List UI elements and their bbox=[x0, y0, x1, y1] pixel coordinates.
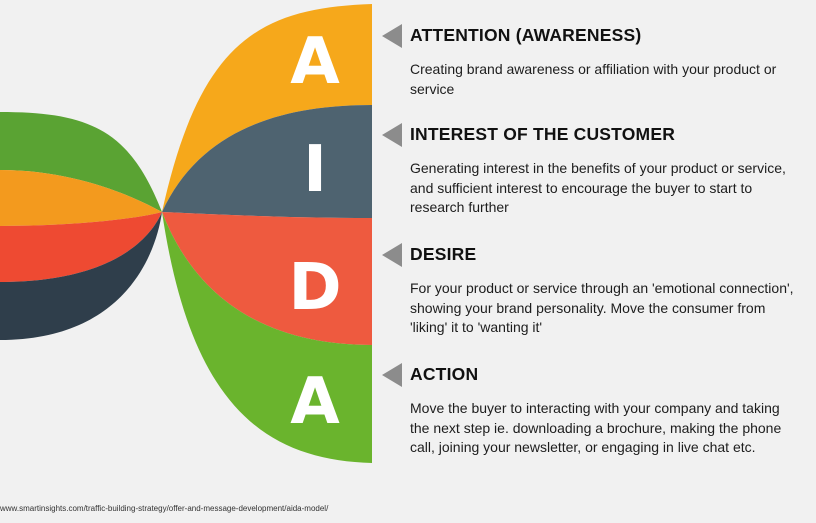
aida-funnel-diagram: A I D A bbox=[0, 4, 372, 463]
left-band-orange bbox=[0, 170, 162, 226]
left-band-dark bbox=[0, 212, 162, 340]
pointer-arrow-icon bbox=[382, 24, 402, 48]
pointer-arrow-icon bbox=[382, 243, 402, 267]
letter-d-desire: D bbox=[288, 251, 341, 325]
stage-title: ACTION bbox=[410, 364, 479, 384]
left-band-red bbox=[0, 212, 162, 282]
stage-desire: DESIRE For your product or service throu… bbox=[382, 237, 802, 338]
letter-i-interest: I bbox=[303, 133, 327, 207]
band-action bbox=[162, 212, 372, 463]
source-url: www.smartinsights.com/traffic-building-s… bbox=[0, 504, 329, 513]
band-interest bbox=[162, 105, 372, 218]
stage-description: Move the buyer to interacting with your … bbox=[410, 400, 782, 455]
left-band-green bbox=[0, 112, 162, 212]
stage-description: Generating interest in the benefits of y… bbox=[410, 160, 786, 215]
stage-title: DESIRE bbox=[410, 244, 477, 264]
stage-title: INTEREST OF THE CUSTOMER bbox=[410, 124, 676, 144]
stage-description: For your product or service through an '… bbox=[410, 280, 794, 335]
stage-action: ACTION Move the buyer to interacting wit… bbox=[382, 357, 802, 458]
band-attention bbox=[162, 4, 372, 212]
pointer-arrow-icon bbox=[382, 123, 402, 147]
stage-description: Creating brand awareness or affiliation … bbox=[410, 61, 777, 97]
letter-a-action: A bbox=[290, 365, 340, 439]
band-desire bbox=[162, 212, 372, 345]
stage-attention: ATTENTION (AWARENESS) Creating brand awa… bbox=[382, 18, 802, 99]
stage-interest: INTEREST OF THE CUSTOMER Generating inte… bbox=[382, 117, 802, 218]
pointer-arrow-icon bbox=[382, 363, 402, 387]
letter-a-attention: A bbox=[290, 25, 340, 99]
stage-title: ATTENTION (AWARENESS) bbox=[410, 25, 642, 45]
